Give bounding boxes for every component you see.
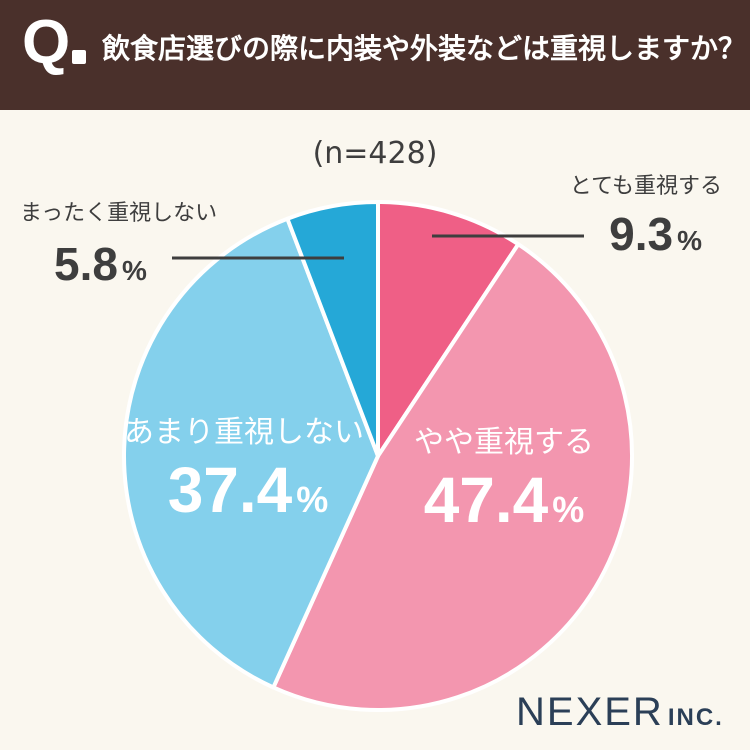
pie-slice-amari xyxy=(122,216,380,690)
question-header: Q 飲食店選びの際に内装や外装などは重視しますか？ xyxy=(0,0,750,110)
question-text: 飲食店選びの際に内装や外装などは重視しますか？ xyxy=(102,32,747,65)
leader-lines xyxy=(172,234,584,260)
sample-size-label: (n=428) xyxy=(312,136,438,171)
pie-slice-mattaku xyxy=(285,200,380,458)
pie-slice-totemo xyxy=(376,200,521,458)
slice-label-amari: あまり重視しない xyxy=(124,415,364,450)
brand-suffix: INC. xyxy=(667,704,724,731)
slice-value-mattaku: 5.8% xyxy=(54,238,147,290)
q-mark: Q xyxy=(22,8,71,77)
nexer-logo: NEXER INC. xyxy=(516,690,724,735)
slice-value-amari: 37.4% xyxy=(168,454,329,526)
slice-labels: とても重視する 9.3 % やや重視する 47.4 % あまり重視しない 37.4 % まったく重… xyxy=(20,174,722,536)
brand-name: NEXER xyxy=(516,690,664,734)
slice-label-mattaku: まったく重視しない xyxy=(20,201,217,226)
slice-label-yaya: やや重視する xyxy=(414,425,594,460)
slice-value-totemo: 9.3% xyxy=(609,208,702,260)
q-dot-icon xyxy=(72,50,86,64)
slice-label-totemo: とても重視する xyxy=(570,174,722,199)
pie-slice-yaya xyxy=(271,242,634,712)
slice-value-yaya: 47.4% xyxy=(424,464,585,536)
pie-slices xyxy=(122,200,634,712)
